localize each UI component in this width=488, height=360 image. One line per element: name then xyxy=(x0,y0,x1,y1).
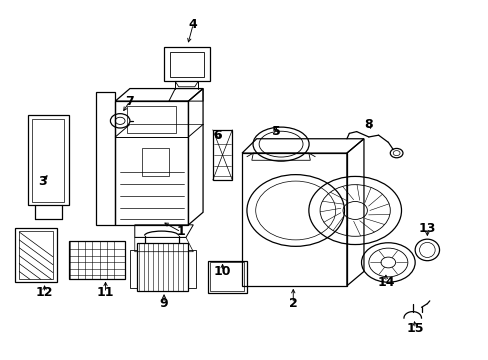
Text: 12: 12 xyxy=(36,287,53,300)
Text: 13: 13 xyxy=(418,222,435,235)
Text: 4: 4 xyxy=(188,18,197,31)
Text: 11: 11 xyxy=(97,287,114,300)
Text: 14: 14 xyxy=(376,276,394,289)
Text: 6: 6 xyxy=(213,129,222,142)
Text: 2: 2 xyxy=(288,297,297,310)
Text: 8: 8 xyxy=(364,118,372,131)
Text: 10: 10 xyxy=(213,265,231,278)
Text: 7: 7 xyxy=(125,95,134,108)
Text: 15: 15 xyxy=(406,322,423,335)
Text: 9: 9 xyxy=(160,297,168,310)
Text: 3: 3 xyxy=(38,175,46,188)
Text: 1: 1 xyxy=(176,225,185,238)
Text: 5: 5 xyxy=(271,125,280,138)
